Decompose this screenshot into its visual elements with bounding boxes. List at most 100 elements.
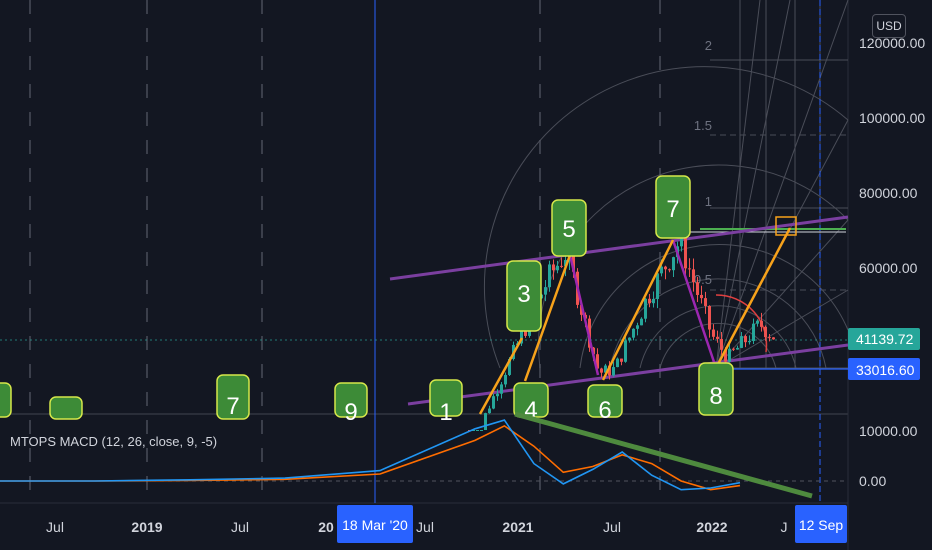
arrow-line	[601, 239, 675, 381]
time-axis-label: Jul	[231, 519, 249, 535]
candle-body	[572, 250, 575, 272]
candle-body	[736, 347, 739, 350]
candle-body	[696, 282, 699, 295]
candle-body	[656, 273, 659, 299]
candle-body	[552, 264, 555, 271]
wave-label-box: 8	[698, 362, 734, 416]
candle-body	[652, 298, 655, 304]
wave-label-text: 9	[344, 399, 357, 426]
candle-body	[728, 348, 731, 362]
macd-axis: 10000.00 0.00	[859, 423, 918, 489]
time-axis-label: 2019	[131, 519, 162, 535]
wave-label-box: 5	[551, 199, 587, 257]
crosshair-date-label: 18 Mar '20	[342, 517, 408, 533]
fib-arc	[483, 66, 849, 369]
candle-body	[628, 337, 631, 341]
candle-body	[504, 374, 507, 385]
currency-button[interactable]: USD	[872, 14, 906, 38]
right-date-tag: 12 Sep	[795, 505, 847, 543]
divergence-trendline	[514, 411, 813, 499]
wave-label-box: 6	[587, 384, 623, 424]
candle-body	[480, 430, 483, 431]
candle-body	[720, 338, 723, 350]
price-axis-label: 100000.00	[859, 110, 925, 126]
crosshair-date-tag: 18 Mar '20	[337, 505, 413, 543]
wave-label-text: 7	[666, 196, 679, 223]
candle-body	[752, 323, 755, 342]
indicator-label[interactable]: MTOPS MACD (12, 26, close, 9, -5)	[10, 434, 218, 449]
right-date-label: 12 Sep	[799, 517, 844, 533]
candle-body	[508, 358, 511, 375]
candle-body	[700, 294, 703, 299]
candle-body	[600, 368, 603, 373]
wave-label-box: 9	[334, 382, 368, 426]
candle-body	[476, 430, 479, 431]
candle-body	[560, 265, 563, 267]
fib-arc	[609, 278, 827, 369]
candle-body	[768, 337, 771, 339]
fib-fan-line	[715, 219, 849, 369]
candle-body	[620, 358, 623, 362]
candle-body	[492, 396, 495, 409]
fib-fan-line	[715, 0, 761, 369]
candle-body	[640, 318, 643, 326]
wave-label-text: 6	[598, 397, 611, 424]
candle-body	[688, 268, 691, 270]
fib-fan-line	[715, 0, 849, 369]
candle-body	[732, 348, 735, 350]
wave-label-text: 3	[517, 281, 530, 308]
lower-channel	[407, 343, 849, 406]
fib-arc	[639, 305, 797, 369]
macd-line	[0, 419, 741, 491]
candle-body	[660, 266, 663, 274]
candle-body	[712, 329, 715, 337]
candle-body	[596, 354, 599, 369]
macd-axis-label: 10000.00	[859, 423, 918, 439]
macd-axis-label: 0.00	[859, 473, 886, 489]
wave-label-text: 7	[226, 393, 239, 420]
price-axis-label: 80000.00	[859, 185, 918, 201]
candle-body	[744, 336, 747, 343]
time-axis-label: 2022	[696, 519, 727, 535]
candle-body	[704, 298, 707, 306]
candle-body	[772, 337, 775, 340]
arrow-line	[714, 227, 792, 369]
candle-body	[748, 341, 751, 343]
time-axis-label: 2021	[502, 519, 533, 535]
candle-body	[564, 259, 567, 267]
fib-level-label: 2	[705, 38, 712, 53]
candle-body	[580, 304, 583, 315]
candle-body	[632, 328, 635, 338]
candle-body	[616, 358, 619, 368]
time-axis-label: Jul	[46, 519, 64, 535]
candle-body	[692, 269, 695, 283]
last-price-tag: 41139.72	[848, 328, 920, 350]
wave-label-text: 5	[562, 216, 575, 243]
fib-arc	[538, 164, 849, 369]
wave-label-box: 1	[429, 379, 463, 426]
candlesticks	[468, 222, 775, 431]
fib-level-labels: 2 1.5 1 0.5	[694, 38, 712, 287]
candle-body	[756, 320, 759, 324]
candle-body	[520, 330, 523, 344]
crosshair-price-label: 33016.60	[856, 362, 915, 378]
candle-body	[556, 265, 559, 271]
crosshair-price-tag: 33016.60	[848, 358, 920, 380]
fib-level-label: 1.5	[694, 118, 712, 133]
candle-body	[684, 234, 687, 269]
time-axis-label: Jul	[603, 519, 621, 535]
time-axis-label: J	[781, 519, 788, 535]
wave-label-box: 7	[655, 175, 691, 239]
wave-label-text: 8	[709, 383, 722, 410]
candle-body	[648, 298, 651, 304]
time-axis: Jul 2019 Jul 20 Jul 2021 Jul 2022 J	[46, 519, 787, 535]
candle-body	[472, 430, 475, 431]
last-price-label: 41139.72	[856, 331, 914, 347]
candle-body	[488, 408, 491, 414]
candle-body	[604, 365, 607, 373]
candle-body	[548, 264, 551, 288]
candle-body	[708, 305, 711, 330]
candle-body	[496, 393, 499, 397]
fib-arc	[579, 243, 849, 369]
